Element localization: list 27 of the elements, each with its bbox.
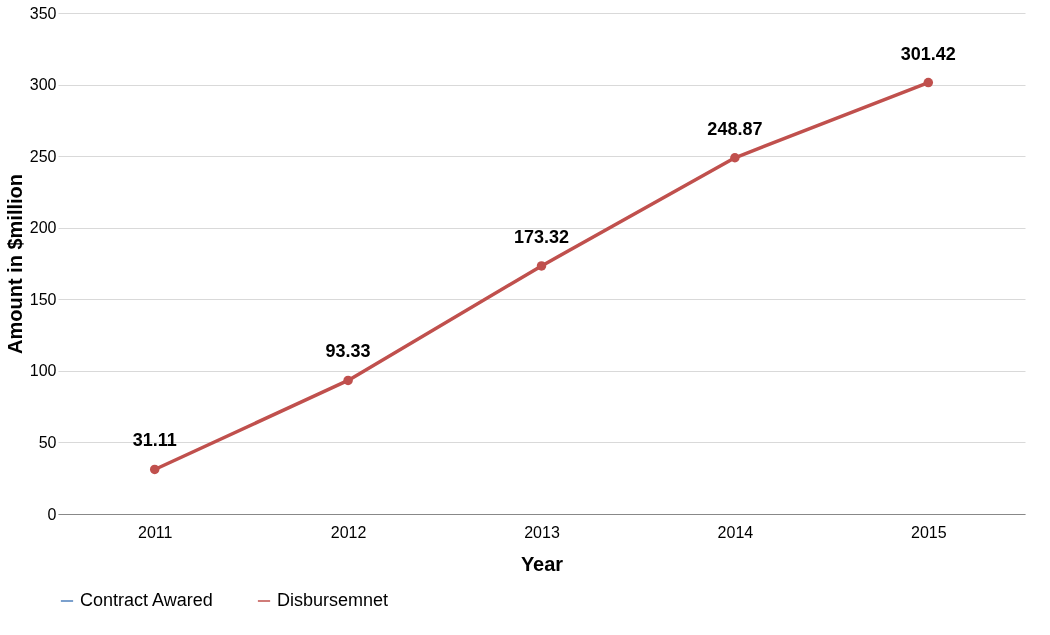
data-label: 31.11	[132, 430, 177, 451]
point	[730, 153, 740, 163]
y-tick-label: 100	[29, 362, 57, 380]
legend-label: Contract Awared	[80, 590, 213, 610]
y-tick-label: 350	[29, 4, 57, 22]
y-tick-label: 150	[29, 290, 57, 308]
data-label: 301.42	[900, 43, 956, 64]
point	[923, 77, 934, 88]
y-tick-label: 50	[38, 433, 57, 451]
x-tick-label: 2012	[330, 523, 367, 541]
legend-label: Disbursemnet	[277, 590, 389, 610]
data-label: 93.33	[325, 341, 371, 362]
point	[343, 375, 353, 386]
x-tick-label: 2013	[524, 523, 560, 541]
y-tick-label: 300	[29, 76, 57, 94]
x-tick-label: 2014	[717, 523, 754, 541]
y-tick-label: 250	[29, 147, 57, 165]
x-tick-label: 2015	[911, 523, 947, 541]
y-tick-label: 0	[47, 505, 57, 523]
point	[536, 261, 547, 271]
data-label: 248.87	[707, 118, 763, 139]
y-axis-title: Amount in $million	[3, 174, 26, 354]
x-axis-title: Year	[520, 552, 564, 575]
point	[149, 464, 160, 475]
y-tick-label: 200	[29, 219, 57, 237]
x-tick-label: 2011	[138, 523, 173, 541]
data-label: 173.32	[513, 226, 570, 247]
